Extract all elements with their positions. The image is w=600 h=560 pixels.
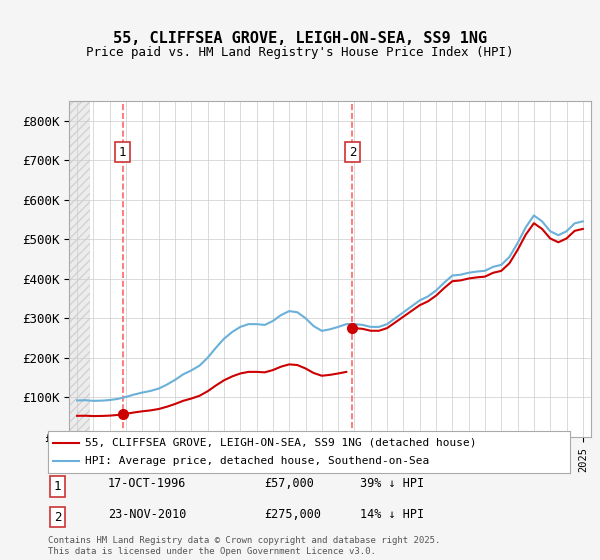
Text: 1: 1 xyxy=(54,480,62,493)
Text: £275,000: £275,000 xyxy=(264,508,321,521)
Text: 2: 2 xyxy=(349,146,356,158)
Text: 55, CLIFFSEA GROVE, LEIGH-ON-SEA, SS9 1NG (detached house): 55, CLIFFSEA GROVE, LEIGH-ON-SEA, SS9 1N… xyxy=(85,438,476,448)
Text: 17-OCT-1996: 17-OCT-1996 xyxy=(108,477,187,490)
Text: 39% ↓ HPI: 39% ↓ HPI xyxy=(360,477,424,490)
Text: 55, CLIFFSEA GROVE, LEIGH-ON-SEA, SS9 1NG: 55, CLIFFSEA GROVE, LEIGH-ON-SEA, SS9 1N… xyxy=(113,31,487,46)
Text: 2: 2 xyxy=(54,511,62,524)
Text: 1: 1 xyxy=(119,146,127,158)
Text: Contains HM Land Registry data © Crown copyright and database right 2025.
This d: Contains HM Land Registry data © Crown c… xyxy=(48,536,440,556)
Text: 23-NOV-2010: 23-NOV-2010 xyxy=(108,508,187,521)
Text: £57,000: £57,000 xyxy=(264,477,314,490)
Text: HPI: Average price, detached house, Southend-on-Sea: HPI: Average price, detached house, Sout… xyxy=(85,456,429,466)
Text: 14% ↓ HPI: 14% ↓ HPI xyxy=(360,508,424,521)
Text: Price paid vs. HM Land Registry's House Price Index (HPI): Price paid vs. HM Land Registry's House … xyxy=(86,46,514,59)
